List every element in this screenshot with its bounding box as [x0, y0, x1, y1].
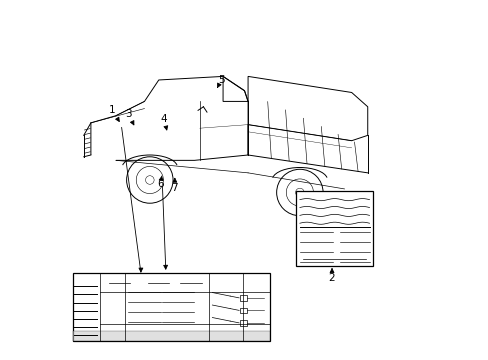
Text: 5: 5 — [218, 75, 224, 85]
Text: 3: 3 — [125, 109, 131, 119]
Text: 2: 2 — [328, 273, 335, 283]
Text: 4: 4 — [161, 114, 167, 124]
Bar — [73, 273, 269, 341]
Bar — [296, 191, 372, 266]
Text: 1: 1 — [109, 105, 115, 115]
Bar — [73, 331, 269, 341]
Text: 7: 7 — [171, 183, 178, 193]
Bar — [240, 320, 246, 326]
Text: 6: 6 — [157, 179, 163, 189]
Bar — [240, 308, 246, 313]
Bar — [240, 296, 246, 301]
